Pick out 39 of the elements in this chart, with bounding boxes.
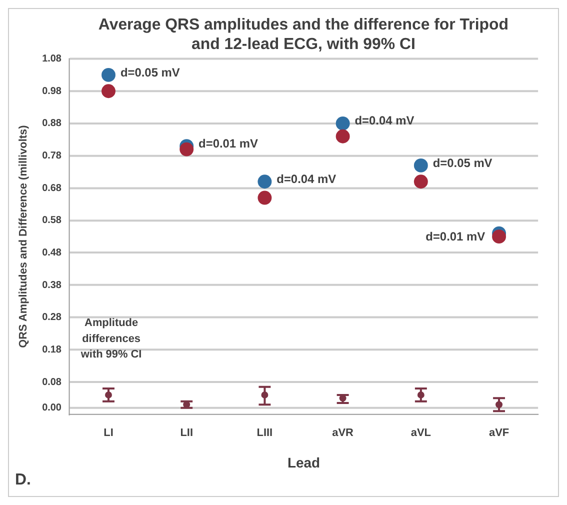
annotation: d=0.01 mV [426,230,486,244]
x-tick-label: aVR [332,426,354,439]
y-tick-label: 0.38 [42,280,62,291]
point [336,116,350,130]
point [180,142,194,156]
point [492,230,506,244]
point [258,174,272,189]
point [336,129,350,144]
point [102,84,116,98]
x-tick-label: LIII [256,426,273,439]
annotation: Amplitude differences with 99% CI [80,316,142,361]
x-tick-label: aVL [410,426,432,439]
x-tick-label: aVF [488,426,510,439]
y-axis-title: QRS Amplitudes and Difference (millivolts) [18,124,30,348]
point [414,174,428,189]
chart-title: Average QRS amplitudes and the difference for Tripod and 12-lead ECG, with 99% CI [98,16,508,54]
x-axis-title: Lead [287,454,320,471]
y-tick-label: 0.28 [42,312,62,324]
point [102,68,116,82]
annotation: d=0.01 mV [198,136,258,150]
y-tick-label: 0.48 [42,247,62,258]
y-tick-label: 0.78 [42,150,62,162]
y-tick-label: 1.08 [42,54,62,65]
point [414,158,428,172]
annotation: d=0.05 mV [432,156,492,170]
annotation: d=0.05 mV [120,65,180,80]
point [258,190,272,205]
y-tick-label: 0.68 [42,182,62,194]
annotation: d=0.04 mV [354,114,414,128]
y-tick-label: 0.58 [42,215,62,226]
x-tick-label: LI [104,426,114,439]
y-tick-label: 0.08 [42,376,62,388]
y-tick-label: 0.88 [42,118,62,130]
x-tick-label: LII [180,426,193,439]
annotation: d=0.04 mV [276,172,336,186]
y-tick-label: 0.98 [42,86,62,97]
text: D. [14,471,31,488]
y-tick-label: 0.18 [42,344,62,356]
y-tick-label: 0.00 [42,402,62,414]
